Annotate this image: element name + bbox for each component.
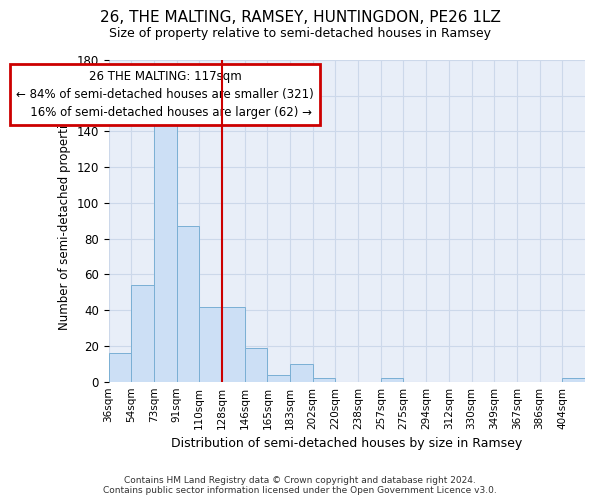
Bar <box>268 374 290 382</box>
Bar <box>381 378 403 382</box>
Bar <box>222 306 245 382</box>
Bar <box>109 353 131 382</box>
Bar <box>199 306 222 382</box>
Bar <box>313 378 335 382</box>
Bar <box>290 364 313 382</box>
Bar <box>562 378 585 382</box>
Bar <box>245 348 268 382</box>
Bar <box>176 226 199 382</box>
Bar <box>154 112 176 382</box>
Text: Contains HM Land Registry data © Crown copyright and database right 2024.
Contai: Contains HM Land Registry data © Crown c… <box>103 476 497 495</box>
Text: 26 THE MALTING: 117sqm
← 84% of semi-detached houses are smaller (321)
   16% of: 26 THE MALTING: 117sqm ← 84% of semi-det… <box>16 70 314 118</box>
Y-axis label: Number of semi-detached properties: Number of semi-detached properties <box>58 112 71 330</box>
Bar <box>131 285 154 382</box>
X-axis label: Distribution of semi-detached houses by size in Ramsey: Distribution of semi-detached houses by … <box>171 437 523 450</box>
Text: Size of property relative to semi-detached houses in Ramsey: Size of property relative to semi-detach… <box>109 28 491 40</box>
Text: 26, THE MALTING, RAMSEY, HUNTINGDON, PE26 1LZ: 26, THE MALTING, RAMSEY, HUNTINGDON, PE2… <box>100 10 500 25</box>
